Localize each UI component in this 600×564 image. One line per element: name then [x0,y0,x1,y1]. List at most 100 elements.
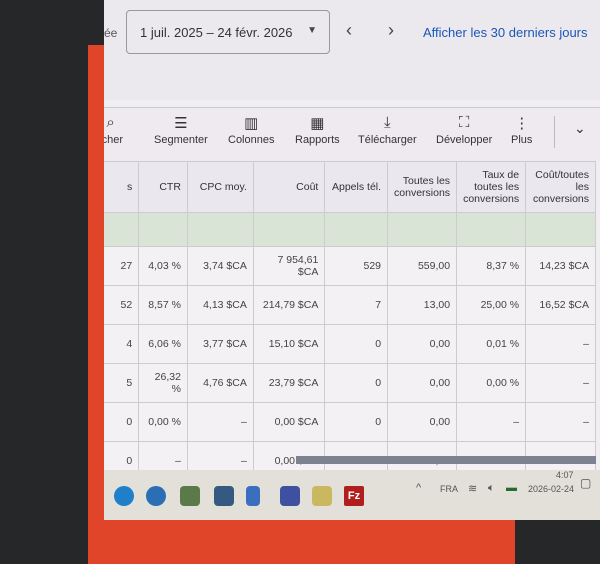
table-cell: 4 [104,324,140,364]
table-cell: 0,00 [387,402,458,442]
search-icon: ⌕ [106,114,115,131]
table-cell: 559,00 [387,246,458,286]
reports-icon: ▦ [310,115,325,132]
expand-icon: ⛶ [458,114,470,131]
table-cell: – [186,402,254,442]
header-row: s CTR CPC moy. Coût Appels tél. Toutes l… [104,161,596,213]
collapse-toolbar-button[interactable]: ⌄ [574,120,586,136]
columns-button[interactable]: ▥ Colonnes [228,114,274,146]
table-cell: 0,01 % [456,324,527,364]
table-cell: 4,13 $CA [186,285,254,325]
column-header-cpc[interactable]: CPC moy. [186,161,254,213]
table-cell: 52 [104,285,140,325]
next-period-button[interactable]: › [388,20,394,40]
table-cell: 4,76 $CA [186,363,254,403]
table-cell: 0,00 % [456,363,527,403]
column-header-calls[interactable]: Appels tél. [324,161,389,213]
label: Segmenter [154,134,208,146]
clock-date[interactable]: 2026-02-24 [528,484,575,494]
table-row[interactable]: 52 8,57 % 4,13 $CA 214,79 $CA 7 13,00 25,00 % 1… [104,285,596,325]
table-cell: 15,10 $CA [252,324,326,364]
previous-period-button[interactable]: ‹ [346,20,352,40]
date-range-value: 1 juil. 2025 – 24 févr. 2026 [140,25,293,40]
top-bar: ée 1 juil. 2025 – 24 févr. 2026 ▼ ‹ › Aff… [104,0,600,100]
columns-icon: ▥ [244,115,259,132]
column-header-conversion-rate[interactable]: Taux de toutes les conversions [456,161,527,213]
segment-button[interactable]: ☰ Segmenter [154,114,208,146]
table-cell: 23,79 $CA [252,363,326,403]
battery-icon[interactable]: ▬ [506,482,517,494]
table-cell: 7 954,61 $CA [252,246,326,286]
column-header-all-conversions[interactable]: Toutes les conversions [387,161,458,213]
table-cell: 0,00 $CA [252,402,326,442]
table-cell: 5 [104,363,140,403]
table-cell: – [525,402,596,442]
table-row[interactable]: 4 6,06 % 3,77 $CA 15,10 $CA 0 0,00 0,01 % – [104,324,596,364]
app-icon[interactable] [280,486,300,506]
table-row[interactable]: 27 4,03 % 3,74 $CA 7 954,61 $CA 529 559,00 8,3… [104,246,596,286]
label: Colonnes [228,134,275,146]
table-cell: 25,00 % [456,285,527,325]
table-cell: 0,00 [387,324,458,364]
column-header[interactable]: s [104,161,140,213]
more-button[interactable]: ⋮ Plus [511,114,532,146]
table-cell: 0 [324,363,389,403]
horizontal-scrollbar[interactable] [296,456,596,464]
table-cell: 0,00 [387,363,458,403]
clock-time[interactable]: 4:07 [556,470,574,480]
language-indicator[interactable]: FRA [440,484,458,494]
label: Développer [436,134,493,146]
segment-icon: ☰ [174,115,188,132]
wifi-icon[interactable]: ≋ [468,483,478,495]
table-cell: 3,74 $CA [186,246,254,286]
table-cell: 26,32 % [138,363,188,403]
label: rcher [104,134,124,146]
table-cell: 214,79 $CA [252,285,326,325]
table-row[interactable]: 5 26,32 % 4,76 $CA 23,79 $CA 0 0,00 0,00 % – [104,363,596,403]
column-header-cost[interactable]: Coût [252,161,326,213]
table-cell: 16,52 $CA [525,285,596,325]
table-cell: 3,77 $CA [186,324,254,364]
label: Télécharger [358,134,417,146]
reports-button[interactable]: ▦ Rapports [295,114,340,146]
last-30-days-link[interactable]: Afficher les 30 derniers jours [423,25,588,40]
dropdown-caret-icon: ▼ [307,25,317,36]
download-button[interactable]: ⤓ Télécharger [358,114,417,146]
tray-expand-icon[interactable]: ^ [416,482,422,494]
telegram-icon[interactable] [146,486,166,506]
table-cell: – [525,363,596,403]
edge-icon[interactable] [114,486,134,506]
spreadsheet-app-icon[interactable] [180,486,200,506]
taskbar: Fz ^ FRA ≋ 🔈︎ ▬ 4:07 2026-02-24 ▢ [104,470,600,520]
table-cell: – [525,324,596,364]
column-header-ctr[interactable]: CTR [138,161,188,213]
table-cell: 27 [104,246,140,286]
filezilla-icon[interactable]: Fz [344,486,364,506]
table-cell: 8,57 % [138,285,188,325]
notepad-icon[interactable] [246,486,260,506]
search-button[interactable]: ⌕ rcher [104,114,123,146]
column-header-cost-per-conversion[interactable]: Coût/toutes les conversions [525,161,596,213]
expand-button[interactable]: ⛶ Développer [436,114,492,146]
toolbar: ⌕ rcher ☰ Segmenter ▥ Colonnes ▦ Rapports ⤓ T… [104,107,600,161]
table-cell: 8,37 % [456,246,527,286]
date-range-select[interactable]: 1 juil. 2025 – 24 févr. 2026 ▼ [126,10,330,54]
table-cell: 0 [104,402,140,442]
divider [554,116,555,148]
table-row[interactable]: 0 0,00 % –0,00 $CA 0 0,00– – [104,402,596,442]
app-icon[interactable] [312,486,332,506]
table-cell: 0 [324,324,389,364]
table-cell: 13,00 [387,285,458,325]
volume-icon[interactable]: 🔈︎ [488,482,495,494]
table-cell: 0 [324,402,389,442]
more-icon: ⋮ [514,115,530,132]
truncated-label: ée [104,26,118,40]
total-row [104,212,596,247]
table-cell: 7 [324,285,389,325]
label: Plus [511,134,533,146]
download-icon: ⤓ [384,114,391,131]
table-cell: 529 [324,246,389,286]
screen: ée 1 juil. 2025 – 24 févr. 2026 ▼ ‹ › Aff… [104,0,600,520]
app-icon[interactable] [214,486,234,506]
notifications-icon[interactable]: ▢ [580,476,592,490]
